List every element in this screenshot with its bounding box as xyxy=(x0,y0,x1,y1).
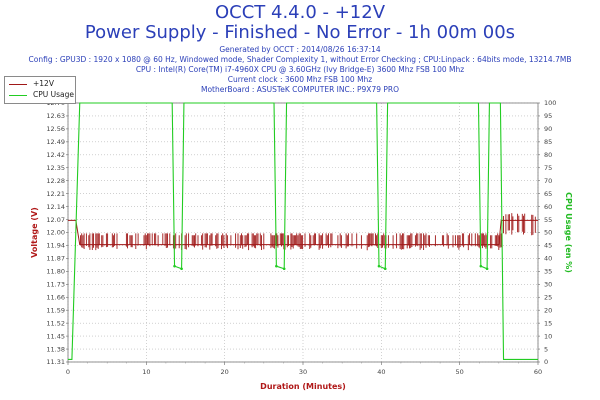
y-tick-label-left: 11.59 xyxy=(46,306,65,314)
y-tick-label-right: 5 xyxy=(544,345,548,353)
series-point-cpu-usage xyxy=(383,267,387,271)
info-config: Config : GPU3D : 1920 x 1080 @ 60 Hz, Wi… xyxy=(28,55,572,64)
y-tick-label-left: 12.21 xyxy=(46,190,65,198)
y-tick-label-left: 12.63 xyxy=(46,112,65,120)
legend-item-cpu-usage: CPU Usage xyxy=(9,90,74,100)
y-tick-label-left: 11.52 xyxy=(46,319,65,327)
y-axis-label-right: CPU Usage (en %) xyxy=(564,192,573,273)
y-tick-label-left: 11.66 xyxy=(46,293,65,301)
y-tick-label-right: 30 xyxy=(544,281,552,289)
x-tick-label: 30 xyxy=(299,368,307,376)
y-tick-label-right: 25 xyxy=(544,293,552,301)
y-tick-label-left: 11.38 xyxy=(46,345,65,353)
chart-subtitle: Power Supply - Finished - No Error - 1h … xyxy=(84,22,516,43)
y-tick-label-left: 11.45 xyxy=(46,332,65,340)
series-point-cpu-usage xyxy=(173,264,176,268)
series-line-cpu-usage xyxy=(68,102,538,360)
y-tick-label-left: 11.80 xyxy=(46,268,65,276)
legend-item-12v: +12V xyxy=(9,79,54,89)
y-tick-label-right: 80 xyxy=(544,151,552,159)
series-point-cpu-usage xyxy=(275,264,278,268)
y-tick-label-left: 12.49 xyxy=(46,138,65,146)
info-clock: Current clock : 3600 Mhz FSB 100 Mhz xyxy=(227,75,373,84)
y-tick-label-left: 12.00 xyxy=(46,229,65,237)
y-tick-label-right: 85 xyxy=(544,138,552,146)
y-tick-label-right: 70 xyxy=(544,177,552,185)
y-tick-label-right: 15 xyxy=(544,319,552,327)
y-tick-label-left: 12.56 xyxy=(46,125,65,133)
series-point-cpu-usage xyxy=(479,264,483,268)
chart-legend: +12V CPU Usage xyxy=(4,76,76,104)
y-tick-label-right: 35 xyxy=(544,268,552,276)
x-tick-label: 50 xyxy=(456,368,464,376)
x-tick-label: 60 xyxy=(534,368,542,376)
legend-label-12v: +12V xyxy=(33,79,54,88)
y-tick-label-right: 20 xyxy=(544,306,552,314)
y-tick-label-left: 11.94 xyxy=(46,242,65,250)
x-tick-label: 40 xyxy=(377,368,385,376)
y-tick-label-left: 12.42 xyxy=(46,151,65,159)
y-tick-label-right: 95 xyxy=(544,112,552,120)
y-tick-label-right: 100 xyxy=(544,99,556,107)
y-tick-label-right: 40 xyxy=(544,255,552,263)
y-tick-label-right: 50 xyxy=(544,229,552,237)
y-tick-label-left: 12.28 xyxy=(46,177,65,185)
y-axis-label-left: Voltage (V) xyxy=(30,207,39,258)
y-tick-label-right: 55 xyxy=(544,216,552,224)
x-axis-label: Duration (Minutes) xyxy=(260,382,346,391)
y-tick-label-left: 12.14 xyxy=(46,203,65,211)
series-point-cpu-usage xyxy=(485,267,489,271)
series-point-cpu-usage xyxy=(282,267,286,271)
info-cpu: CPU : Intel(R) Core(TM) i7-4960X CPU @ 3… xyxy=(135,65,465,74)
legend-swatch-cpu-usage xyxy=(9,94,27,96)
y-tick-label-left: 12.35 xyxy=(46,164,65,172)
info-generated: Generated by OCCT : 2014/08/26 16:37:14 xyxy=(219,45,381,54)
y-tick-label-left: 11.73 xyxy=(46,281,65,289)
info-motherboard: MotherBoard : ASUSTeK COMPUTER INC.: P9X… xyxy=(200,85,400,94)
legend-label-cpu-usage: CPU Usage xyxy=(33,90,75,99)
legend-swatch-12v xyxy=(9,83,27,85)
x-tick-label: 0 xyxy=(66,368,70,376)
series-point-cpu-usage xyxy=(377,264,381,268)
y-tick-label-right: 90 xyxy=(544,125,552,133)
y-tick-label-left: 12.07 xyxy=(46,216,65,224)
series-point-cpu-usage xyxy=(180,267,183,271)
y-tick-label-right: 0 xyxy=(544,358,548,366)
x-tick-label: 20 xyxy=(221,368,229,376)
y-tick-label-right: 75 xyxy=(544,164,552,172)
x-tick-label: 10 xyxy=(142,368,150,376)
y-tick-label-left: 11.31 xyxy=(46,358,65,366)
series-noise-12v xyxy=(80,213,536,251)
y-tick-label-right: 65 xyxy=(544,190,552,198)
y-tick-label-left: 11.87 xyxy=(46,255,65,263)
series-line-12v xyxy=(68,219,538,246)
y-tick-label-right: 10 xyxy=(544,332,552,340)
y-tick-label-right: 60 xyxy=(544,203,552,211)
y-tick-label-right: 45 xyxy=(544,242,552,250)
chart-title: OCCT 4.4.0 - +12V xyxy=(214,2,386,23)
